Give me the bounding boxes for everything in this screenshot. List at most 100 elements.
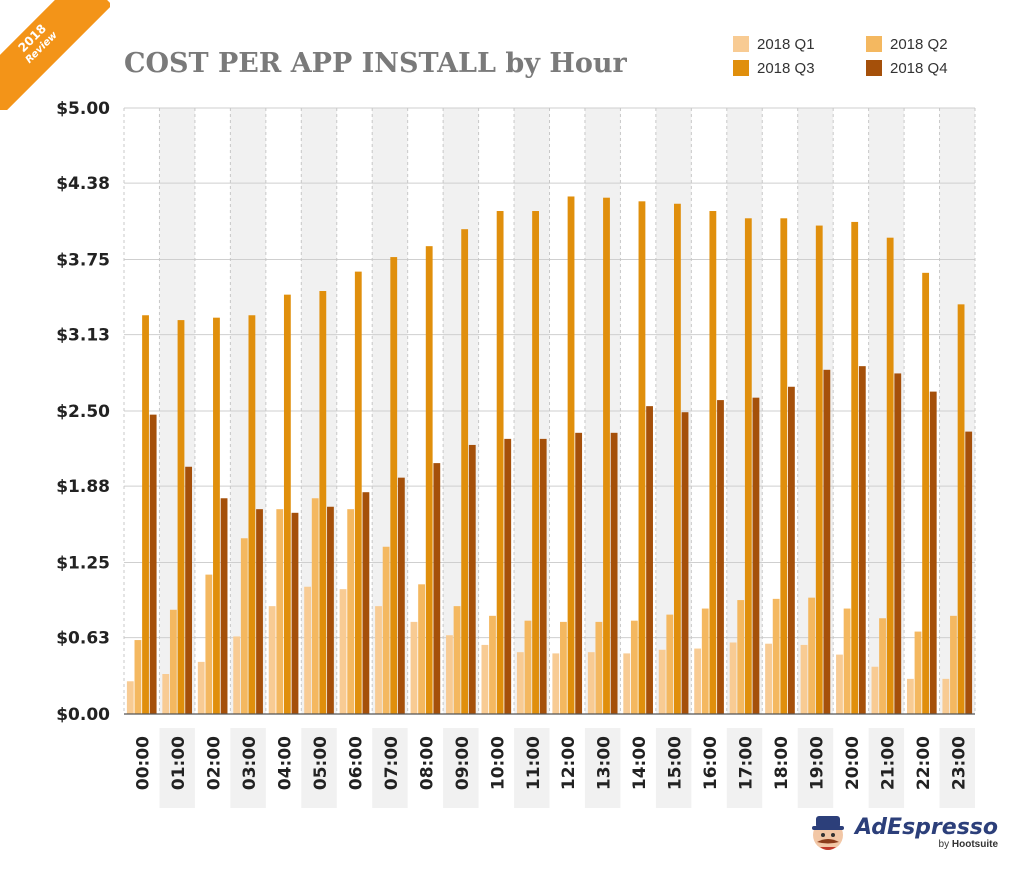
bar-2018-q4-2000 [858, 366, 866, 714]
byline-partner: Hootsuite [951, 838, 998, 850]
bar-2018-q1-0900 [446, 635, 453, 714]
bar-2018-q1-0400 [268, 606, 276, 714]
bar-2018-q2-0400 [276, 509, 284, 714]
legend-label: 2018 Q1 [757, 36, 815, 53]
y-tick-label: $0.00 [56, 705, 110, 725]
bar-2018-q2-0300 [240, 538, 248, 714]
x-tick-label: 13:00 [595, 736, 615, 790]
bar-2018-q2-0800 [418, 584, 425, 714]
bar-2018-q1-0500 [304, 586, 312, 714]
bar-2018-q1-0000 [126, 681, 134, 714]
review-badge: 2018 Review [0, 0, 110, 110]
x-axis-tick-labels: 00:00 01:00 02:00 03:00 04:00 05:00 06:00 07:00… [134, 736, 970, 790]
bar-2018-q4-1300 [610, 432, 618, 714]
x-tick-label: 23:00 [949, 736, 969, 790]
bar-2018-q4-0600 [362, 492, 370, 714]
bar-2018-q1-0200 [197, 661, 205, 714]
bar-2018-q2-0600 [347, 509, 355, 714]
y-tick-label: $3.75 [56, 251, 110, 271]
bar-2018-q1-1400 [623, 653, 631, 714]
legend-swatch [866, 36, 882, 52]
label-band [868, 728, 905, 808]
bar-2018-q2-0500 [311, 498, 319, 714]
bar-2018-q3-0600 [354, 271, 362, 714]
bar-2018-q3-0400 [283, 294, 291, 714]
bar-2018-q2-2000 [843, 608, 851, 714]
x-tick-label: 03:00 [240, 736, 260, 790]
legend-swatch [733, 36, 749, 52]
bar-2018-q1-1500 [658, 649, 666, 714]
bar-2018-q2-1100 [524, 620, 532, 714]
bar-2018-q3-1300 [603, 197, 610, 715]
bar-2018-q4-1000 [504, 438, 512, 714]
x-tick-label: 11:00 [524, 736, 544, 790]
bar-2018-q1-1000 [481, 644, 489, 714]
badge-label: Review [23, 29, 60, 66]
bar-2018-q2-2300 [950, 615, 957, 714]
x-tick-label: 17:00 [737, 736, 757, 790]
bar-2018-q3-0200 [213, 317, 220, 714]
x-tick-label: 16:00 [701, 736, 721, 790]
x-tick-label: 12:00 [559, 736, 579, 790]
x-tick-label: 02:00 [205, 736, 225, 790]
y-tick-label: $0.63 [56, 629, 110, 649]
bar-2018-q2-0700 [382, 546, 390, 714]
bar-2018-q3-1600 [709, 211, 717, 714]
label-band [726, 728, 763, 808]
bar-2018-q3-0500 [319, 291, 327, 714]
x-tick-label: 09:00 [453, 736, 473, 790]
x-tick-label: 05:00 [311, 736, 331, 790]
x-tick-label: 00:00 [134, 736, 154, 790]
bar-2018-q1-2100 [871, 666, 879, 714]
bar-2018-q3-1000 [496, 211, 504, 714]
bar-2018-q1-0800 [410, 621, 418, 714]
bar-2018-q2-1700 [737, 600, 745, 714]
bar-2018-q3-1700 [744, 218, 752, 715]
label-band [159, 728, 195, 808]
bar-2018-q2-0200 [205, 574, 213, 714]
x-tick-label: 07:00 [382, 736, 402, 790]
bar-2018-q2-1900 [808, 597, 816, 714]
bar-2018-q4-0500 [327, 506, 334, 714]
legend-swatch [866, 60, 882, 76]
bar-2018-q3-1800 [780, 218, 788, 715]
label-band [939, 728, 975, 808]
y-tick-label: $3.13 [56, 326, 110, 346]
bar-2018-q4-1900 [823, 369, 831, 714]
label-band [797, 728, 834, 808]
bar-2018-q2-0100 [169, 609, 177, 714]
label-band [443, 728, 479, 808]
bar-2018-q1-1900 [800, 644, 808, 714]
bar-2018-q3-0800 [425, 246, 433, 714]
bar-2018-q4-0300 [256, 509, 263, 714]
bar-2018-q1-2000 [836, 654, 843, 714]
x-tick-label: 19:00 [807, 736, 827, 790]
x-tick-label: 04:00 [276, 736, 296, 790]
bar-2018-q2-1600 [701, 608, 709, 714]
bar-2018-q3-1200 [567, 196, 575, 714]
y-tick-label: $1.25 [56, 554, 110, 574]
bar-2018-q1-2200 [906, 678, 914, 714]
bar-2018-q4-1400 [646, 406, 653, 714]
bar-2018-q4-0200 [220, 498, 228, 714]
y-tick-label: $1.88 [56, 477, 110, 497]
bar-2018-q4-1600 [717, 400, 724, 714]
bar-2018-q1-1600 [694, 648, 702, 714]
bar-2018-q2-0900 [453, 606, 461, 714]
legend-label: 2018 Q4 [890, 60, 948, 77]
y-tick-label: $5.00 [56, 99, 110, 119]
bar-2018-q4-0900 [468, 444, 476, 714]
bar-2018-q4-1500 [681, 412, 689, 714]
bar-2018-q4-0800 [433, 463, 441, 714]
byline-by: by [938, 838, 950, 850]
bar-2018-q2-2200 [914, 631, 922, 714]
bars [126, 196, 973, 715]
legend: 2018 Q1 2018 Q2 2018 Q3 2018 Q4 [733, 36, 948, 77]
bar-2018-q3-1400 [638, 201, 646, 715]
bar-2018-q4-2100 [894, 373, 902, 714]
brand-name: AdEspresso [854, 814, 998, 840]
bar-2018-q2-1300 [595, 621, 603, 714]
bar-2018-q4-1100 [539, 438, 547, 714]
bar-2018-q3-0000 [142, 315, 149, 714]
